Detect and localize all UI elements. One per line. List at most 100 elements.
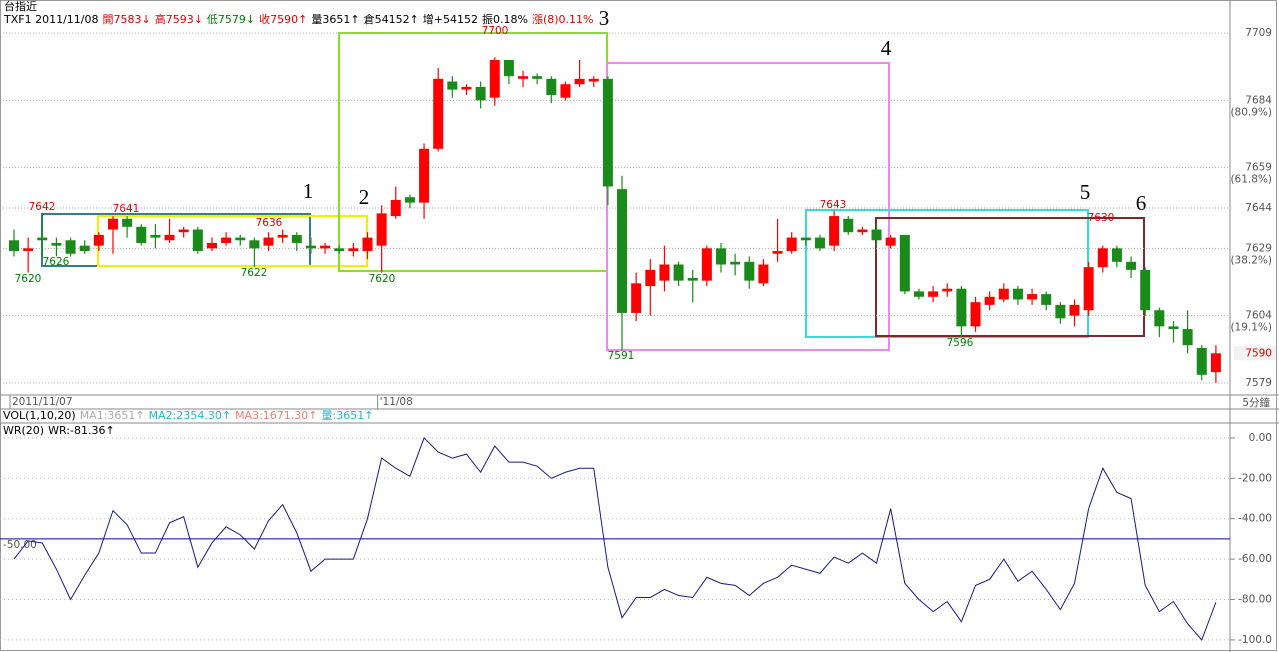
candle-body xyxy=(51,242,62,246)
box-label: 3 xyxy=(599,6,610,30)
candle-body xyxy=(730,261,741,265)
candle-body xyxy=(1111,248,1122,262)
candle-body xyxy=(235,237,246,241)
high-label: 7643 xyxy=(820,199,847,211)
candle-body xyxy=(192,229,203,252)
candle-body xyxy=(744,261,755,281)
candle-body xyxy=(221,237,232,243)
candle-body xyxy=(716,248,726,265)
candle-body xyxy=(871,229,882,241)
volume-legend-item: MA2:2354.30↑ xyxy=(149,409,231,422)
y-tick-label: 7604 xyxy=(1245,310,1272,322)
candle-body xyxy=(1041,294,1052,305)
y-tick-label: (38.2%) xyxy=(1230,254,1272,266)
candle-body xyxy=(1210,353,1221,373)
y-tick-label: 7629 xyxy=(1245,242,1272,254)
candle-body xyxy=(857,229,868,233)
y-tick-label: -40.00 xyxy=(1238,513,1272,525)
candle-body xyxy=(136,226,147,243)
candle-body xyxy=(1012,288,1023,300)
candle-body xyxy=(489,60,500,98)
y-tick-label: (61.8%) xyxy=(1230,174,1272,186)
volume-legend-item: MA3:1671.30↑ xyxy=(235,409,317,422)
candle-body xyxy=(461,86,472,90)
candle-body xyxy=(928,291,939,297)
header-item: 開7583↓ xyxy=(102,13,150,26)
box-label: 1 xyxy=(303,179,314,203)
candle-body xyxy=(800,237,811,241)
candle-body xyxy=(701,248,712,281)
box-label: 4 xyxy=(881,36,892,60)
candle-body xyxy=(1083,267,1094,311)
low-label: 7622 xyxy=(241,267,268,279)
y-tick-label: (19.1%) xyxy=(1230,322,1272,334)
candle-body xyxy=(546,78,557,95)
y-tick-label: -100.0 xyxy=(1238,634,1272,646)
candle-body xyxy=(631,283,642,313)
y-tick-label: -60.00 xyxy=(1238,553,1272,565)
candle-body xyxy=(122,218,133,227)
candle-body xyxy=(447,81,458,90)
header-item: 低7579↓ xyxy=(207,13,255,26)
volume-legend-item: MA1:3651↑ xyxy=(80,409,145,422)
volume-legend-item: VOL(1,10,20) xyxy=(3,409,76,422)
candle-body xyxy=(419,148,430,203)
y-tick-label: 7590 xyxy=(1245,347,1272,359)
volume-legend-item: 量:3651↑ xyxy=(322,409,374,422)
y-tick-label: -20.00 xyxy=(1238,472,1272,484)
header-item: 漲(8)0.11% xyxy=(532,13,594,26)
candle-body xyxy=(390,199,401,217)
high-label: 7641 xyxy=(113,203,140,215)
y-tick-label: 0.00 xyxy=(1249,432,1272,444)
candle-body xyxy=(1055,304,1066,319)
high-label: 7630 xyxy=(1088,212,1115,224)
candle-body xyxy=(645,269,656,287)
high-label: 7642 xyxy=(29,201,56,213)
candle-body xyxy=(334,248,345,252)
candle-body xyxy=(984,296,995,305)
candle-body xyxy=(1182,329,1193,346)
pattern-box xyxy=(875,217,1145,337)
subtitle: TXF1 2011/11/08 xyxy=(3,13,98,26)
subtitle-row: TXF1 2011/11/08 開7583↓ 高7593↓ 低7579↓ 收7590↑ 量… xyxy=(3,12,594,26)
candle-body xyxy=(913,291,924,297)
candle-body xyxy=(956,288,967,327)
candle-body xyxy=(970,302,981,327)
candle-body xyxy=(518,76,529,79)
header-item: 增+54152 xyxy=(423,12,478,26)
candle-body xyxy=(23,248,34,252)
y-tick-label: 7659 xyxy=(1245,162,1272,174)
candle-body xyxy=(37,237,48,241)
candle-body xyxy=(843,218,854,233)
y-tick-label: (80.9%) xyxy=(1230,106,1272,118)
candle-body xyxy=(277,234,288,238)
candle-body xyxy=(588,78,599,82)
candle-body xyxy=(362,237,373,252)
header-item: 量3651↑ xyxy=(311,13,359,26)
candle-body xyxy=(899,234,910,292)
x-tick-label: '11/08 xyxy=(380,396,413,408)
volume-legend: VOL(1,10,20) MA1:3651↑ MA2:2354.30↑ MA3:167… xyxy=(3,409,373,422)
y-tick-label: -80.00 xyxy=(1238,594,1272,606)
interval-label: 5分鐘 xyxy=(1242,396,1270,409)
header-item: 高7593↓ xyxy=(155,12,203,26)
candle-body xyxy=(178,229,189,233)
wr-line xyxy=(13,437,1217,641)
box-label: 2 xyxy=(359,185,370,209)
y-tick-label: 7709 xyxy=(1245,27,1272,39)
candle-body xyxy=(404,197,415,203)
candle-body xyxy=(348,248,359,252)
candle-body xyxy=(1027,294,1038,300)
candle-body xyxy=(998,288,1009,300)
candle-body xyxy=(617,189,628,313)
candle-body xyxy=(786,237,797,252)
box-label: 5 xyxy=(1080,180,1091,204)
candle-body xyxy=(164,234,175,241)
candle-body xyxy=(249,240,260,249)
candle-body xyxy=(1196,347,1207,375)
candle-body xyxy=(758,264,769,284)
candle-body xyxy=(602,78,613,187)
